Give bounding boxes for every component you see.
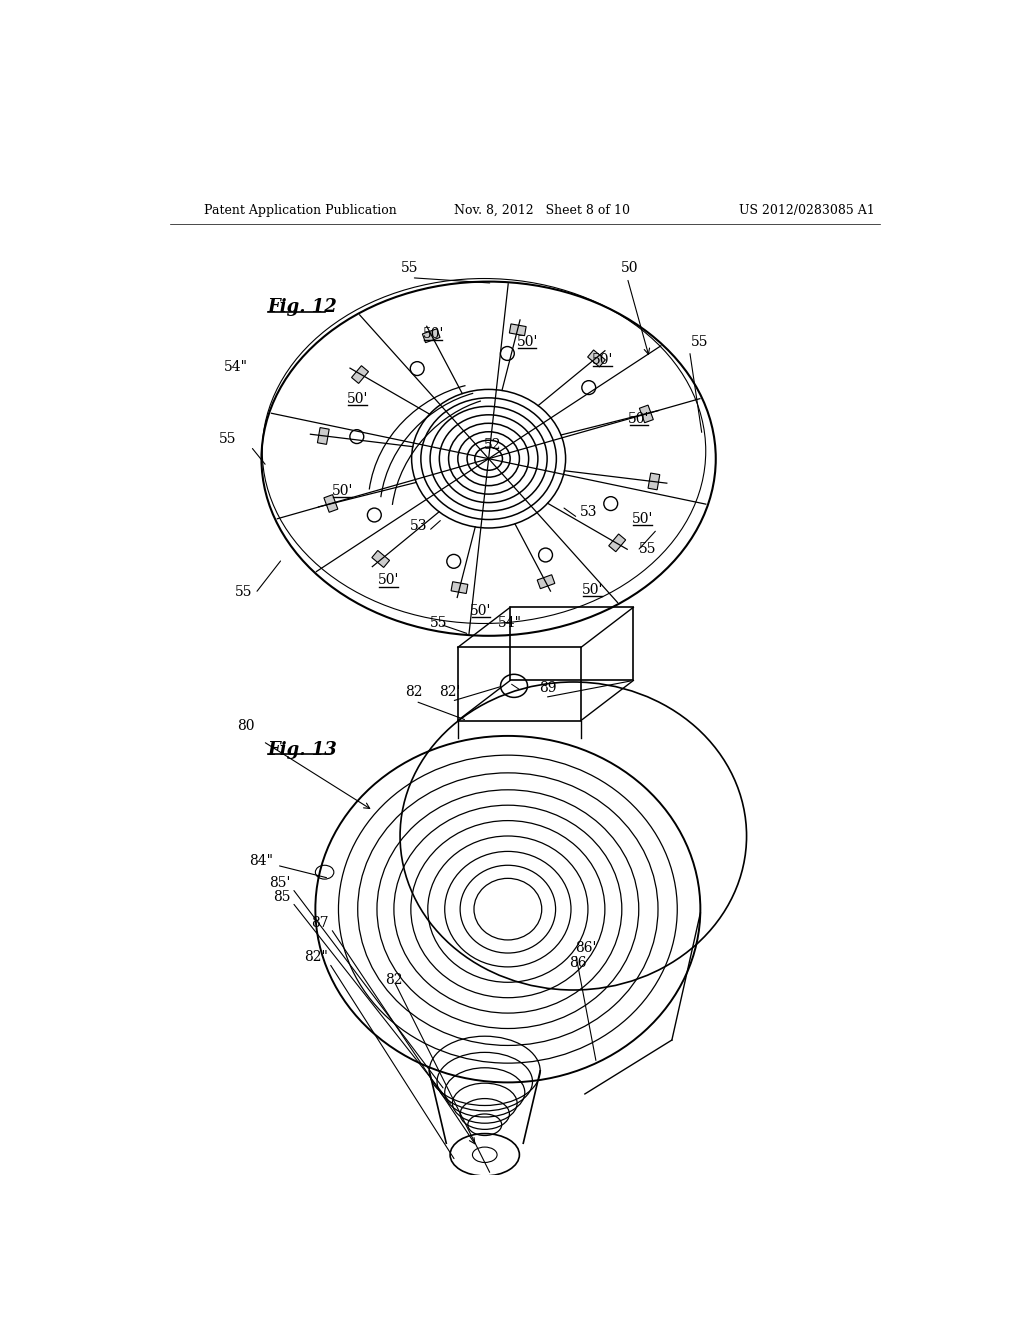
Polygon shape: [317, 428, 329, 445]
Polygon shape: [639, 405, 653, 422]
Text: 50': 50': [423, 327, 443, 341]
Text: 50': 50': [628, 412, 649, 425]
Polygon shape: [509, 323, 526, 335]
Polygon shape: [422, 329, 440, 343]
Polygon shape: [324, 495, 338, 512]
Text: Nov. 8, 2012   Sheet 8 of 10: Nov. 8, 2012 Sheet 8 of 10: [454, 205, 630, 218]
Text: Fig. 13: Fig. 13: [267, 741, 337, 759]
Text: 87: 87: [311, 916, 330, 929]
Text: 85': 85': [269, 876, 291, 890]
Text: 55: 55: [639, 541, 656, 556]
Text: 50': 50': [632, 512, 653, 525]
Text: 53: 53: [580, 506, 597, 520]
Text: 82': 82': [439, 685, 461, 698]
Text: 50': 50': [378, 573, 399, 587]
Text: 50': 50': [592, 354, 613, 367]
Text: Patent Application Publication: Patent Application Publication: [204, 205, 396, 218]
Polygon shape: [588, 350, 605, 367]
Polygon shape: [538, 574, 555, 589]
Text: Fig. 12: Fig. 12: [267, 298, 337, 315]
Text: 84": 84": [249, 854, 273, 869]
Text: 86': 86': [575, 940, 597, 954]
Text: 55: 55: [401, 261, 419, 276]
Text: 52: 52: [483, 438, 501, 453]
Text: 54": 54": [498, 615, 521, 630]
Text: 50': 50': [582, 582, 603, 597]
Text: 55: 55: [691, 334, 709, 348]
Text: 50': 50': [332, 484, 353, 498]
Text: 54": 54": [224, 360, 249, 374]
Text: 85: 85: [273, 890, 291, 904]
Polygon shape: [648, 473, 659, 490]
Text: 55: 55: [234, 585, 252, 599]
Text: 55: 55: [219, 433, 237, 446]
Text: 80: 80: [237, 718, 254, 733]
Text: US 2012/0283085 A1: US 2012/0283085 A1: [739, 205, 874, 218]
Text: 50: 50: [621, 261, 638, 276]
Text: 50': 50': [470, 605, 492, 618]
Polygon shape: [351, 366, 369, 383]
Text: 50': 50': [516, 335, 538, 348]
Text: 55: 55: [430, 615, 447, 630]
Polygon shape: [372, 550, 389, 568]
Text: 86: 86: [569, 956, 587, 970]
Polygon shape: [452, 582, 468, 594]
Polygon shape: [608, 535, 626, 552]
Text: 82: 82: [385, 973, 402, 987]
Text: 50': 50': [347, 392, 369, 405]
Text: 53: 53: [410, 519, 427, 532]
Text: 89: 89: [540, 681, 557, 696]
Text: 82": 82": [304, 950, 328, 964]
Text: 82: 82: [406, 685, 423, 698]
